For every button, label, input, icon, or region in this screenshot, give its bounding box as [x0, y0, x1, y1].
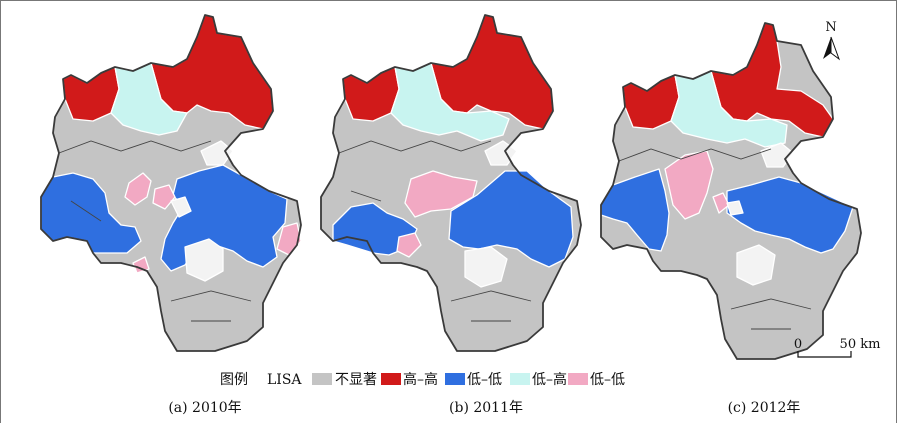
- legend-swatch-low-low-pink: [568, 373, 588, 385]
- region-no-data: [464, 246, 508, 288]
- legend-label-low-high: 低–高: [532, 371, 567, 388]
- north-arrow-icon: [823, 36, 841, 61]
- caption-2010: (a) 2010年: [168, 400, 241, 416]
- scale-bar: 0 50 km: [794, 337, 881, 358]
- region-low-low-pink: [132, 256, 150, 274]
- region-low-high: [670, 70, 788, 148]
- legend-swatch-high-high: [381, 373, 401, 385]
- legend-swatch-not-significant: [312, 373, 332, 385]
- map-panel-2010: [40, 14, 302, 352]
- region-low-low-pink: [396, 232, 422, 258]
- map-panel-2012: [600, 22, 862, 360]
- legend-title: 图例: [220, 372, 248, 388]
- legend-swatch-low-high: [510, 373, 530, 385]
- region-low-low-pink: [152, 184, 176, 210]
- legend: 图例 LISA 不显著 高–高 低–低 低–高 低–低: [220, 371, 625, 388]
- legend-label-not-significant: 不显著: [335, 372, 377, 388]
- legend-label-high-high: 高–高: [403, 371, 438, 388]
- legend-label-low-low: 低–低: [467, 372, 502, 388]
- region-low-low: [726, 176, 854, 254]
- region-low-high: [390, 62, 510, 142]
- region-low-low: [448, 170, 574, 268]
- legend-label-low-low-pink: 低–低: [590, 372, 625, 388]
- region-low-low: [600, 168, 670, 252]
- caption-2011: (b) 2011年: [449, 400, 523, 416]
- region-no-data: [760, 142, 794, 168]
- scale-start-label: 0: [794, 337, 802, 352]
- region-low-low-pink: [664, 150, 714, 220]
- north-arrow: N: [823, 20, 841, 61]
- caption-2012: (c) 2012年: [728, 400, 801, 416]
- region-no-data: [736, 244, 776, 286]
- region-low-low-pink: [404, 170, 478, 218]
- north-label: N: [825, 20, 836, 35]
- map-panel-2011: [320, 14, 582, 352]
- region-no-data: [184, 238, 224, 282]
- scale-end-label: 50 km: [840, 337, 881, 352]
- region-no-data: [726, 200, 744, 216]
- legend-lisa-label: LISA: [267, 372, 302, 388]
- scale-bar-line: [797, 351, 852, 358]
- region-no-data: [170, 196, 192, 218]
- legend-swatch-low-low: [445, 373, 465, 385]
- region-low-low-pink: [124, 172, 152, 206]
